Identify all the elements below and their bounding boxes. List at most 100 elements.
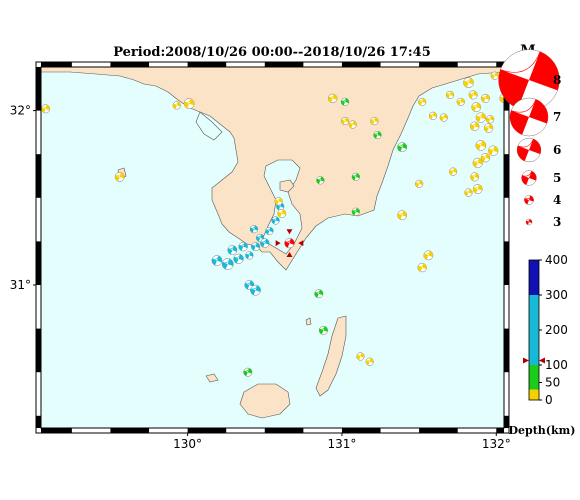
event-beachball <box>373 130 382 140</box>
highlight-pointer <box>275 240 281 247</box>
small-island-west <box>205 373 219 383</box>
event-beachball <box>356 352 365 361</box>
longitude-tick-label: 132° <box>482 437 511 451</box>
map-title: Period:2008/10/26 00:00--2018/10/26 17:4… <box>113 45 431 60</box>
event-beachball <box>472 157 483 169</box>
event-beachball <box>250 284 261 296</box>
depth-tick-label: 400 <box>545 253 568 267</box>
event-beachball <box>340 97 350 106</box>
event-beachball <box>41 104 51 114</box>
event-beachball <box>340 116 350 126</box>
event-beachball <box>448 167 458 176</box>
event-beachball <box>471 102 482 113</box>
event-beachball <box>238 241 248 252</box>
event-beachball <box>423 250 434 261</box>
event-beachball <box>249 225 259 234</box>
event-beachball <box>499 93 504 104</box>
event-beachball <box>490 71 499 80</box>
magnitude-legend-label: 6 <box>553 143 561 157</box>
sakurajima-island <box>279 179 295 193</box>
magnitude-legend-label: 5 <box>553 171 561 185</box>
yatsushiro-sea <box>195 111 223 141</box>
event-beachball <box>183 98 195 109</box>
depth-tick-label: 100 <box>545 358 568 372</box>
event-markers <box>41 71 504 377</box>
event-beachball <box>439 113 448 122</box>
longitude-tick-label: 131° <box>327 437 356 451</box>
depth-marker-right <box>539 357 545 364</box>
magnitude-legend-label: 8 <box>553 73 561 87</box>
highlight-event[interactable] <box>275 229 304 258</box>
event-beachball <box>397 142 408 153</box>
magnitude-legend-label: 7 <box>553 110 561 124</box>
map-area[interactable] <box>35 61 510 434</box>
event-beachball <box>475 112 486 123</box>
event-beachball <box>172 101 181 110</box>
event-beachball <box>318 325 328 335</box>
depth-scale-title: Depth(km) <box>509 424 576 437</box>
longitude-axis: 130° 131° 132° <box>173 433 511 451</box>
event-beachball <box>243 367 253 377</box>
event-beachball <box>221 258 234 270</box>
latitude-axis: 32° 31° <box>10 104 36 292</box>
event-beachball <box>114 171 125 182</box>
yakushima-island <box>239 383 291 419</box>
event-beachball <box>470 172 480 182</box>
depth-band <box>529 389 539 400</box>
event-beachball <box>468 90 478 100</box>
magnitude-legend-ball <box>525 218 533 226</box>
depth-band <box>529 365 539 390</box>
event-beachball <box>463 77 474 89</box>
highlight-beachball <box>284 238 295 249</box>
event-beachball <box>233 253 244 264</box>
event-beachball <box>370 116 379 126</box>
small-island-mageshima <box>305 317 312 326</box>
event-beachball <box>456 97 465 106</box>
event-beachball <box>415 179 424 188</box>
depth-scale: Depth(km) 400 300 200 100 50 0 <box>509 253 576 437</box>
depth-tick-label: 50 <box>545 376 560 390</box>
magnitude-legend-label: 3 <box>553 215 561 229</box>
longitude-tick-label: 130° <box>173 437 202 451</box>
event-beachball <box>397 210 408 221</box>
event-beachball <box>227 245 238 256</box>
event-beachball <box>481 93 490 103</box>
event-beachball <box>488 145 499 156</box>
latitude-tick-label: 32° <box>10 104 31 118</box>
event-beachball <box>464 188 473 197</box>
event-beachball <box>428 111 438 120</box>
event-beachball <box>256 233 265 243</box>
depth-marker-left <box>523 357 529 364</box>
event-beachball <box>351 207 360 216</box>
event-beachball <box>260 238 270 248</box>
event-beachball <box>277 209 287 218</box>
event-beachball <box>348 120 357 129</box>
magnitude-legend-ball <box>516 137 542 163</box>
depth-tick-label: 200 <box>545 323 568 337</box>
latitude-tick-label: 31° <box>10 278 31 292</box>
event-beachball <box>475 140 487 151</box>
highlight-pointer <box>286 252 293 258</box>
magnitude-legend-ball <box>521 170 537 186</box>
magnitude-legend-ball <box>509 97 549 137</box>
event-beachball <box>328 93 338 104</box>
event-beachball <box>365 357 374 366</box>
event-beachball <box>483 123 494 133</box>
magnitude-legend-ball <box>524 195 534 205</box>
event-beachball <box>211 255 223 266</box>
depth-band <box>529 260 539 295</box>
event-beachball <box>265 226 274 236</box>
event-beachball <box>245 251 254 260</box>
event-beachball <box>486 115 495 124</box>
depth-band <box>529 295 539 365</box>
event-beachball <box>472 184 483 194</box>
event-beachball <box>274 197 283 206</box>
event-beachball <box>271 216 280 225</box>
highlight-pointer <box>286 229 293 235</box>
depth-tick-label: 300 <box>545 288 568 302</box>
event-beachball <box>418 97 427 106</box>
event-beachball <box>316 176 325 185</box>
tanegashima-island <box>315 315 347 397</box>
